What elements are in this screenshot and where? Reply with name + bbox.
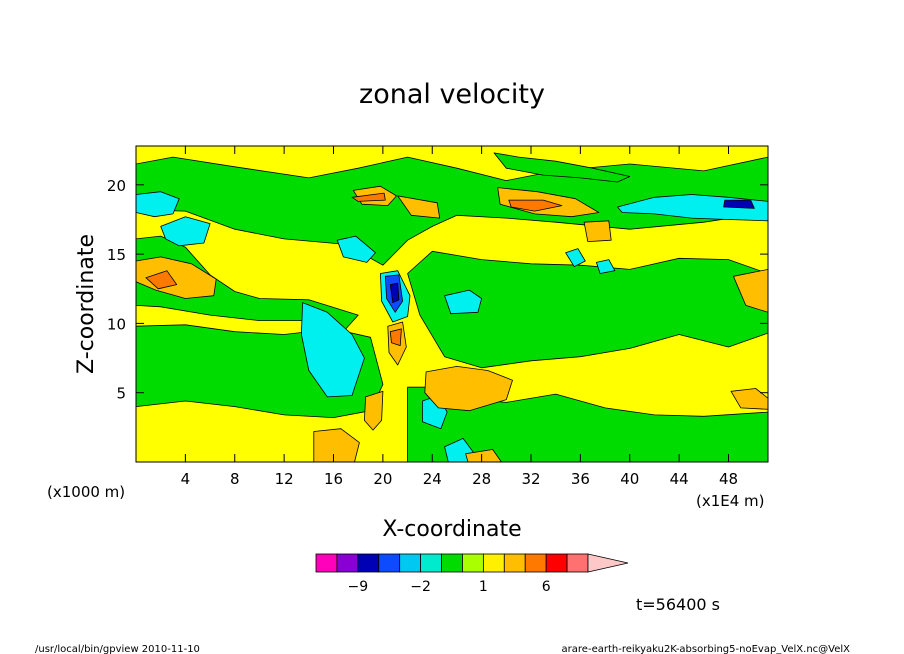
contour-region-1 xyxy=(407,250,768,369)
colorbar-swatch-12 xyxy=(566,553,589,573)
contour-region-24 xyxy=(313,428,360,462)
contour-region-13 xyxy=(565,248,586,268)
contour-region-8 xyxy=(300,302,365,398)
time-label: t=56400 s xyxy=(636,595,720,614)
x-tick-label-1: 8 xyxy=(230,470,240,488)
footer-left: /usr/local/bin/gpview 2010-11-10 xyxy=(35,644,200,654)
colorbar-label-1: −2 xyxy=(410,579,431,595)
contour-region-28 xyxy=(730,388,768,410)
colorbar-swatch-10 xyxy=(524,553,547,573)
y-axis-ticks: 5 10 15 20 xyxy=(107,177,768,403)
contour-regions xyxy=(136,152,768,462)
colorbar-swatch-2 xyxy=(357,553,380,573)
chart-title: zonal velocity xyxy=(359,79,545,110)
contour-region-31 xyxy=(145,270,178,290)
colorbar-swatch-11 xyxy=(545,553,568,573)
contour-region-30 xyxy=(508,199,563,212)
x-tick-label-8: 36 xyxy=(571,470,590,488)
colorbar-swatch-9 xyxy=(503,553,526,573)
x-axis-ticks: 4 8 12 16 20 24 28 32 36 40 44 48 xyxy=(181,146,738,488)
colorbar-swatch-1 xyxy=(336,553,359,573)
x-tick-label-0: 4 xyxy=(181,470,191,488)
y-axis-label: Z-coordinate xyxy=(74,234,99,374)
contour-region-6 xyxy=(136,191,180,218)
x-tick-label-9: 40 xyxy=(620,470,639,488)
contour-region-14 xyxy=(596,259,616,274)
contour-region-32 xyxy=(389,328,402,347)
y-tick-label-3: 20 xyxy=(107,177,126,195)
contour-region-27 xyxy=(465,449,502,462)
colorbar-label-0: −9 xyxy=(348,579,369,595)
colorbar-swatch-4 xyxy=(399,553,422,573)
x-tick-label-10: 44 xyxy=(670,470,689,488)
x-tick-label-3: 16 xyxy=(324,470,343,488)
colorbar-swatch-3 xyxy=(378,553,401,573)
contour-region-18 xyxy=(397,195,441,219)
x-tick-label-2: 12 xyxy=(275,470,294,488)
x-tick-label-6: 28 xyxy=(472,470,491,488)
colorbar-label-2: 1 xyxy=(479,579,488,595)
colorbar-swatch-6 xyxy=(441,553,463,573)
contour-region-34 xyxy=(389,282,400,304)
contour-region-23 xyxy=(424,365,513,412)
y-tick-label-1: 10 xyxy=(107,315,126,333)
contour-region-25 xyxy=(363,390,384,431)
plot-area xyxy=(136,146,768,462)
footer-right: arare-earth-reikyaku2K-absorbing5-noEvap… xyxy=(562,644,851,654)
x-tick-label-11: 48 xyxy=(719,470,738,488)
y-tick-label-2: 15 xyxy=(107,246,126,264)
contour-region-0 xyxy=(136,156,768,266)
x-unit-right: (x1E4 m) xyxy=(696,492,765,510)
contour-region-35 xyxy=(723,199,755,209)
x-tick-label-4: 20 xyxy=(373,470,392,488)
contour-region-29 xyxy=(351,192,386,202)
contour-region-20 xyxy=(136,256,217,299)
colorbar-swatch-8 xyxy=(482,553,505,573)
colorbar: −9 −2 1 6 xyxy=(315,553,629,595)
y-tick-label-0: 5 xyxy=(116,385,126,403)
plot-frame xyxy=(135,145,769,463)
contour-region-22 xyxy=(733,268,768,313)
colorbar-label-3: 6 xyxy=(542,579,551,595)
contour-region-10 xyxy=(444,289,483,315)
contour-region-9 xyxy=(336,235,376,263)
x-axis-label: X-coordinate xyxy=(382,517,521,542)
contour-region-7 xyxy=(160,216,211,247)
contour-region-21 xyxy=(583,220,612,243)
x-unit-left: (x1000 m) xyxy=(47,483,125,501)
colorbar-swatch-7 xyxy=(462,553,484,573)
colorbar-swatch-0 xyxy=(315,553,338,573)
x-tick-label-7: 32 xyxy=(521,470,540,488)
colorbar-swatch-5 xyxy=(420,553,442,573)
x-tick-label-5: 24 xyxy=(423,470,442,488)
contour-region-5 xyxy=(493,152,631,183)
colorbar-arrow xyxy=(587,553,629,573)
